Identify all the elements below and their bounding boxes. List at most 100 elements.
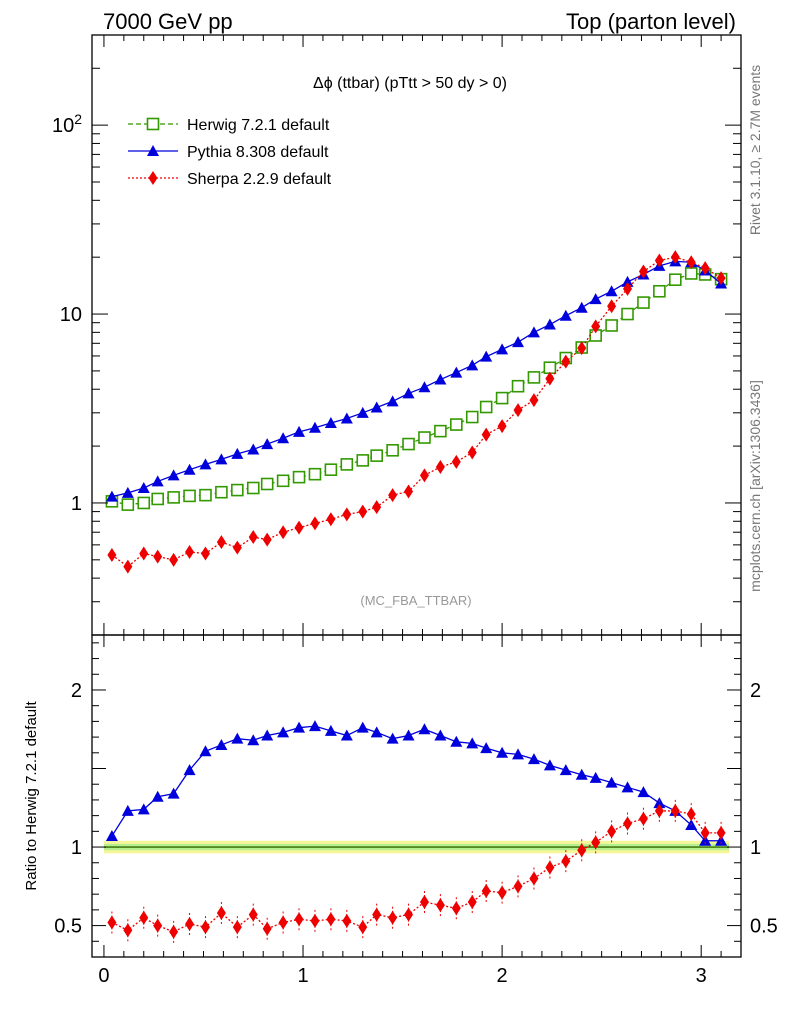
main-point-1 <box>151 475 164 487</box>
ratio-point-0 <box>466 737 479 749</box>
ratio-point-0 <box>105 830 118 842</box>
ratio-y-tick-label: 2 <box>71 680 82 702</box>
ratio-point-1 <box>372 907 382 922</box>
ratio-point-1 <box>169 924 179 939</box>
main-point-1 <box>512 336 525 348</box>
ratio-point-0 <box>715 834 728 846</box>
ratio-point-0 <box>637 786 650 798</box>
main-point-2 <box>123 559 133 574</box>
main-point-0 <box>292 470 306 484</box>
ratio-y-axis-label: Ratio to Herwig 7.2.1 default <box>23 701 40 891</box>
main-point-1 <box>277 432 290 444</box>
legend-marker-1 <box>147 145 159 156</box>
ratio-y-tick-label: 1 <box>71 837 82 859</box>
main-point-0 <box>137 496 151 510</box>
main-point-1 <box>167 469 180 481</box>
ratio-point-0 <box>231 732 244 744</box>
main-point-0 <box>402 437 415 451</box>
main-point-2 <box>623 281 633 296</box>
main-point-1 <box>605 285 618 297</box>
ratio-point-1 <box>451 901 461 916</box>
main-point-2 <box>451 454 461 469</box>
main-point-0 <box>653 284 666 298</box>
main-point-0 <box>621 307 634 321</box>
main-point-2 <box>716 271 726 286</box>
main-point-1 <box>231 447 244 459</box>
main-point-0 <box>669 273 682 286</box>
main-point-2 <box>419 468 429 483</box>
main-point-2 <box>372 500 382 515</box>
ratio-point-1 <box>467 895 477 910</box>
main-point-2 <box>262 532 272 547</box>
ratio-point-1 <box>716 825 726 840</box>
ratio-point-0 <box>699 834 712 846</box>
main-point-2 <box>481 427 491 442</box>
main-point-1 <box>215 453 228 465</box>
main-point-1 <box>434 373 447 385</box>
main-point-0 <box>167 491 180 504</box>
main-point-0 <box>527 371 541 384</box>
main-point-2 <box>232 540 242 555</box>
ratio-point-0 <box>418 723 431 735</box>
ratio-point-0 <box>386 732 399 744</box>
main-point-2 <box>607 299 617 314</box>
main-point-1 <box>247 443 260 455</box>
mcplots-side-label: mcplots.cern.ch [arXiv:1306.3436] <box>747 380 763 592</box>
main-point-2 <box>591 319 601 334</box>
legend-label-0: Herwig 7.2.1 default <box>187 117 330 134</box>
main-point-0 <box>260 477 274 491</box>
ratio-point-1 <box>358 920 368 935</box>
ratio-point-1 <box>623 816 633 831</box>
ratio-panel: 0.5 0.5 1 1 2 2 0 1 2 3 Ratio to Herwig 7.2.1 def… <box>23 634 778 987</box>
ratio-point-0 <box>277 726 290 738</box>
main-ticks <box>92 34 741 636</box>
ratio-point-1 <box>200 920 210 935</box>
header-left: 7000 GeV pp <box>103 9 233 34</box>
main-series-line-0 <box>111 272 722 506</box>
ratio-series-line-0 <box>111 725 722 842</box>
ratio-point-1 <box>419 895 429 910</box>
ratio-point-1 <box>529 871 539 886</box>
ratio-point-1 <box>107 915 117 930</box>
ratio-point-1 <box>545 860 555 875</box>
x-tick-label: 3 <box>696 965 707 987</box>
main-point-0 <box>356 454 370 467</box>
x-tick-label: 2 <box>497 965 508 987</box>
main-point-1 <box>105 490 118 502</box>
main-point-2 <box>278 525 288 540</box>
main-title: Δϕ (ttbar) (pTtt > 50 dy > 0) <box>313 75 507 92</box>
main-point-0 <box>199 488 212 502</box>
main-point-0 <box>418 431 431 444</box>
x-tick-label: 1 <box>297 965 308 987</box>
main-point-2 <box>294 520 304 535</box>
ratio-point-1 <box>591 835 601 850</box>
ratio-point-1 <box>638 811 648 826</box>
ratio-point-0 <box>167 787 180 799</box>
main-series-line-2 <box>111 256 722 568</box>
main-point-2 <box>358 504 368 519</box>
ratio-point-1 <box>123 923 133 938</box>
main-point-0 <box>637 296 650 309</box>
main-panel: 1 10 102 Δϕ (ttbar) (pTtt > 50 dy > 0) (MC… <box>52 34 742 636</box>
main-point-1 <box>480 350 493 362</box>
main-point-1 <box>370 401 383 413</box>
ratio-point-0 <box>527 753 540 765</box>
ratio-frame <box>91 634 742 958</box>
main-point-2 <box>139 546 149 561</box>
header-right: Top (parton level) <box>566 9 736 34</box>
ratio-point-0 <box>575 768 588 780</box>
ratio-point-1 <box>404 907 414 922</box>
rivet-side-label: Rivet 3.1.10, ≥ 2.7M events <box>747 65 763 235</box>
main-point-1 <box>386 395 399 407</box>
main-point-2 <box>638 264 648 279</box>
ratio-y-tick-label-right: 2 <box>750 680 761 702</box>
main-point-0 <box>605 319 618 332</box>
main-series-layer <box>105 250 728 574</box>
main-point-2 <box>700 261 710 276</box>
main-point-0 <box>450 418 463 431</box>
ratio-point-1 <box>700 825 710 840</box>
main-point-2 <box>185 545 195 560</box>
main-point-0 <box>183 489 196 503</box>
main-point-1 <box>527 326 540 338</box>
